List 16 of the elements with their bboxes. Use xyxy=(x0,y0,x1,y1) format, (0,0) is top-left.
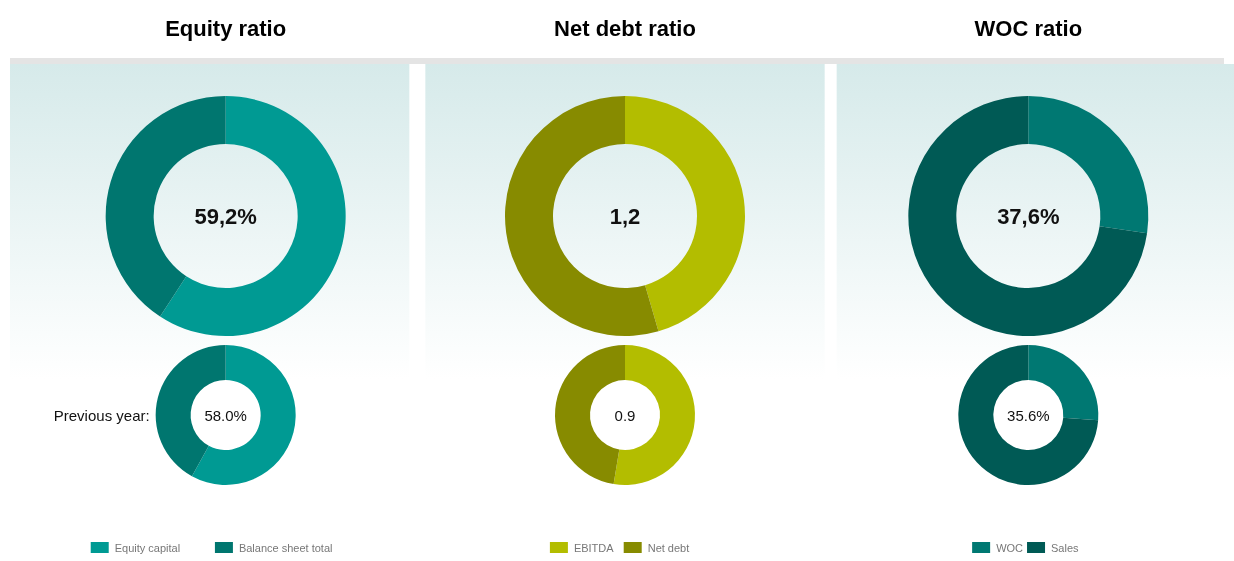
legend-label: Equity capital xyxy=(114,542,181,554)
text: 37,6% xyxy=(997,204,1060,229)
text: 35.6% xyxy=(1007,407,1050,424)
legend-label: EBITDA xyxy=(573,542,615,554)
legend-label: WOC xyxy=(996,542,1024,554)
text: 0.9 xyxy=(614,407,636,424)
legend-label: Sales xyxy=(1051,542,1080,554)
legend-label: Balance sheet total xyxy=(238,542,333,554)
text: Previous year: xyxy=(53,407,150,424)
legend-label: Net debt xyxy=(647,542,690,554)
text: 59,2% xyxy=(194,204,257,229)
text: 58.0% xyxy=(204,407,247,424)
chart-title: Net debt ratio xyxy=(554,16,696,41)
chart-title: Equity ratio xyxy=(165,16,287,41)
text: 1,2 xyxy=(609,204,641,229)
chart-title: WOC ratio xyxy=(974,16,1083,41)
